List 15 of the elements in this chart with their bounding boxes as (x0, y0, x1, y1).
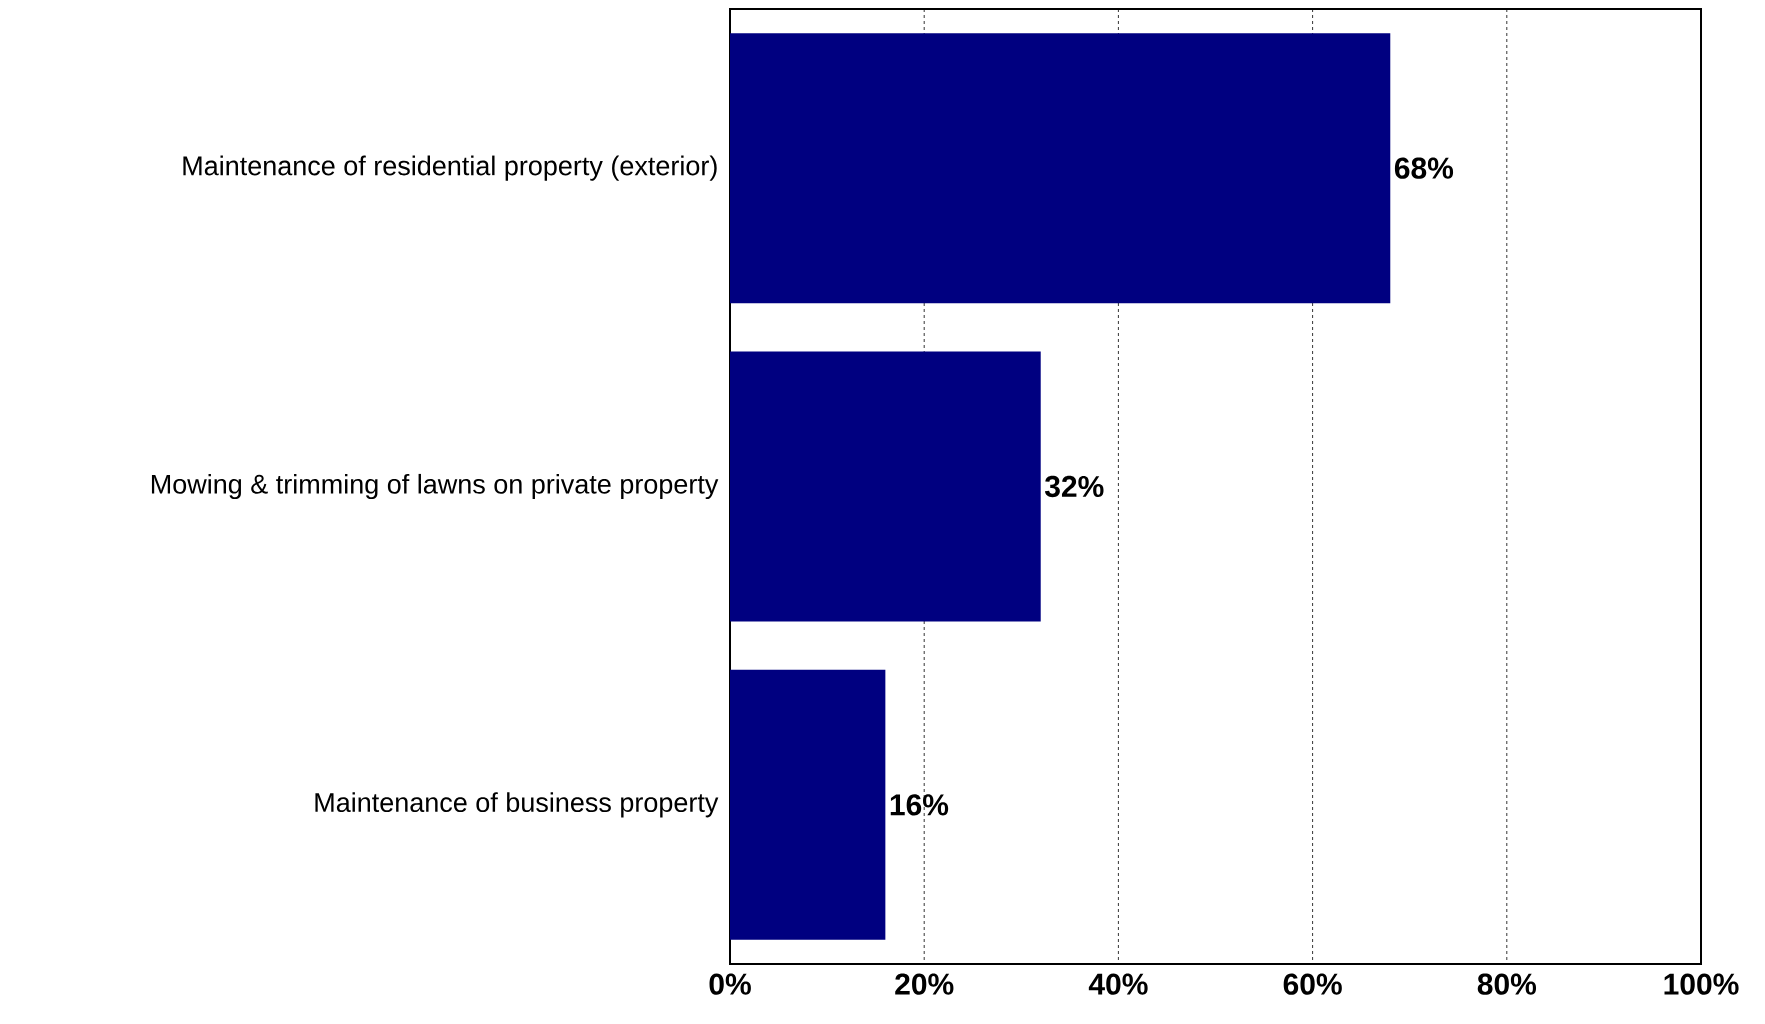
bar (730, 669, 886, 940)
x-tick-label: 20% (895, 973, 954, 995)
y-tick-label: Maintenance of residential property (exterior) (183, 155, 717, 181)
x-tick-label: 60% (1283, 973, 1342, 995)
data-label: 68% (1394, 157, 1454, 179)
y-tick-label: Mowing & trimming of lawns on private property (151, 473, 719, 500)
x-tick-label: 0% (709, 973, 751, 995)
bar (730, 351, 1041, 622)
x-tick-label: 100% (1664, 973, 1739, 995)
y-tick-label: Maintenance of business property (315, 792, 719, 818)
x-tick-label: 80% (1477, 973, 1537, 995)
data-label: 16% (890, 794, 949, 816)
data-label: 32% (1044, 475, 1104, 498)
bar (730, 33, 1391, 304)
x-tick-label: 40% (1088, 973, 1148, 995)
